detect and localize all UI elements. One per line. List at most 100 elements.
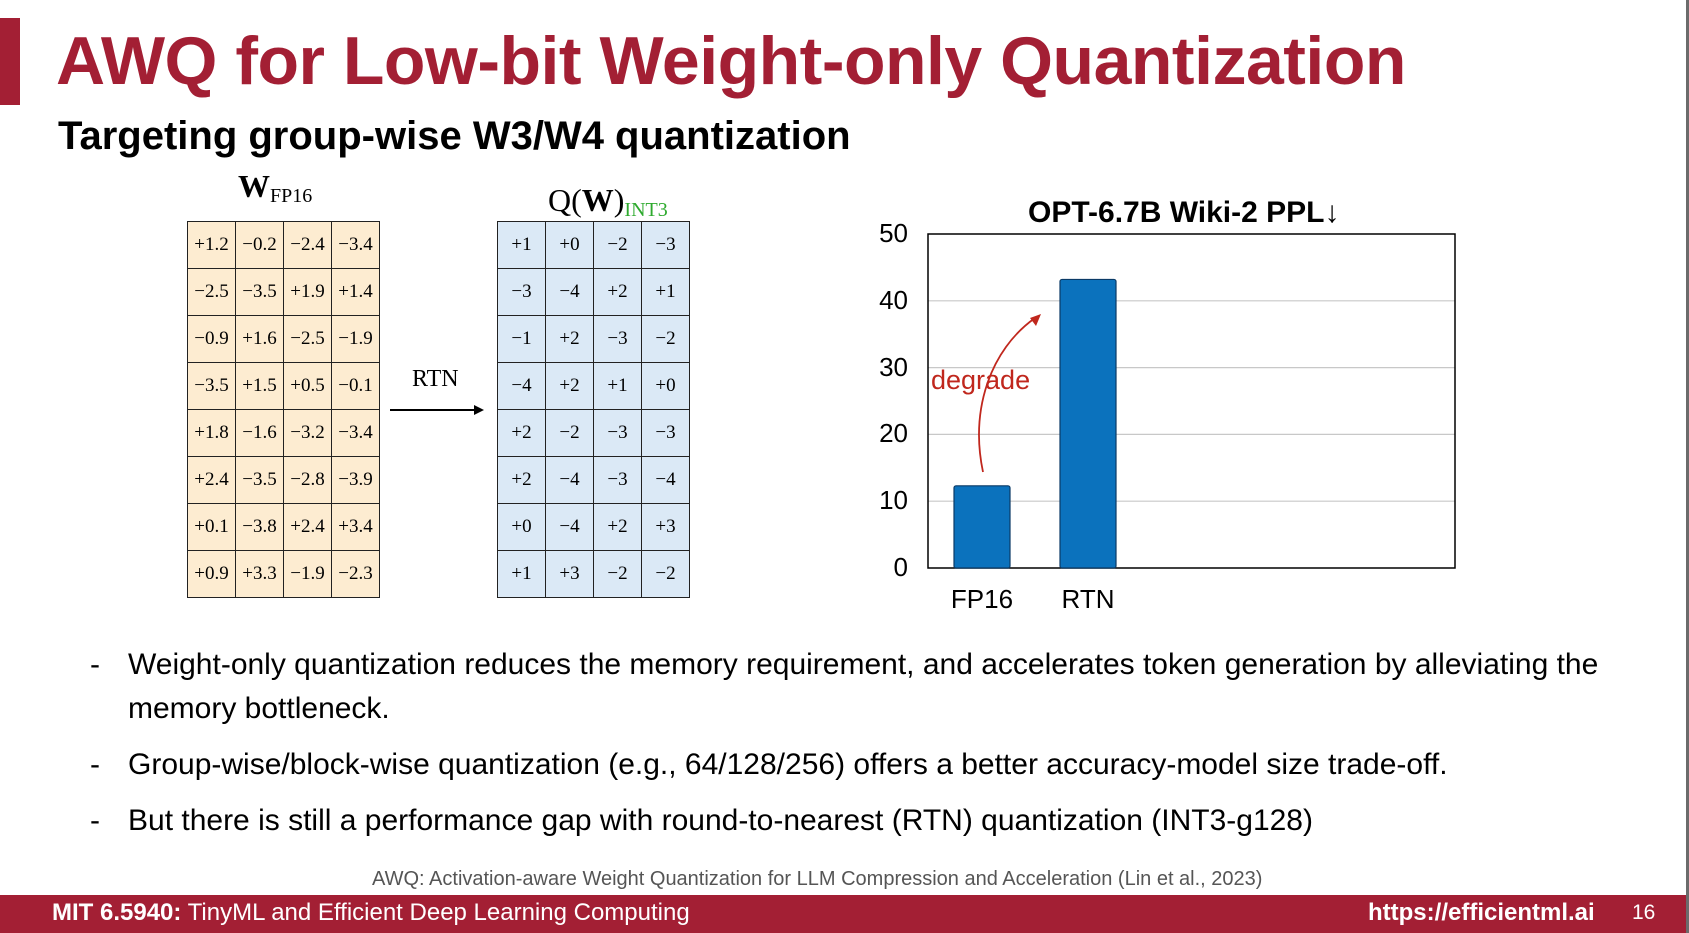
- int3-matrix-cell: +2: [593, 268, 642, 316]
- int3-matrix-subscript: INT3: [624, 199, 668, 221]
- rtn-arrow-label: RTN: [412, 366, 459, 392]
- int3-matrix-cell: −3: [641, 409, 690, 457]
- int3-matrix-title: Q(W)INT3: [548, 182, 668, 221]
- fp16-matrix-title: WFP16: [238, 168, 313, 207]
- fp16-matrix-symbol: W: [238, 168, 270, 204]
- int3-matrix-cell: −4: [641, 456, 690, 504]
- int3-matrix-cell: −2: [593, 221, 642, 269]
- fp16-matrix-cell: −0.1: [331, 362, 380, 410]
- footer-course-code: MIT 6.5940:: [52, 899, 182, 926]
- fp16-matrix-cell: +1.6: [235, 315, 284, 363]
- int3-matrix-row: −1 +2 −3 −2: [497, 315, 690, 363]
- chart-y-tick-label: 0: [893, 552, 908, 582]
- bullet-dash: -: [90, 748, 100, 781]
- fp16-matrix-cell: +0.9: [187, 550, 236, 598]
- footer-course-name: TinyML and Efficient Deep Learning Compu…: [181, 899, 690, 926]
- int3-matrix-row: +0 −4 +2 +3: [497, 503, 690, 551]
- chart-bar-fp16: [953, 485, 1011, 569]
- fp16-matrix-cell: +1.4: [331, 268, 380, 316]
- fp16-matrix-row: +1.2 −0.2 −2.4 −3.4: [187, 221, 380, 269]
- fp16-matrix-cell: −0.2: [235, 221, 284, 269]
- fp16-matrix-cell: −3.9: [331, 456, 380, 504]
- int3-matrix-cell: −2: [593, 550, 642, 598]
- fp16-weight-matrix: +1.2 −0.2 −2.4 −3.4 −2.5 −3.5 +1.9 +1.4 −0.9 +1.6…: [187, 221, 380, 598]
- int3-matrix-cell: −3: [593, 315, 642, 363]
- fp16-matrix-cell: −3.8: [235, 503, 284, 551]
- chart-y-tick-label: 50: [879, 218, 908, 248]
- int3-quantized-matrix: +1 +0 −2 −3 −3 −4 +2 +1 −1 +2 −3 −2 −4 +2 +1 +0 +2 −2 −3 −3…: [497, 221, 690, 598]
- int3-matrix-row: +1 +3 −2 −2: [497, 550, 690, 598]
- chart-y-tick-label: 30: [879, 351, 908, 382]
- slide-right-border: [1686, 0, 1689, 933]
- int3-matrix-row: −3 −4 +2 +1: [497, 268, 690, 316]
- int3-matrix-cell: −4: [545, 268, 594, 316]
- fp16-matrix-row: +0.1 −3.8 +2.4 +3.4: [187, 503, 380, 551]
- fp16-matrix-cell: +1.8: [187, 409, 236, 457]
- fp16-matrix-row: −2.5 −3.5 +1.9 +1.4: [187, 268, 380, 316]
- fp16-matrix-cell: −0.9: [187, 315, 236, 363]
- fp16-matrix-cell: −1.9: [283, 550, 332, 598]
- chart-y-tick-label: 20: [879, 418, 908, 449]
- slide-title: AWQ for Low-bit Weight-only Quantization: [56, 23, 1406, 99]
- bullet-text: Group-wise/block-wise quantization (e.g.…: [128, 748, 1448, 781]
- fp16-matrix-cell: +3.4: [331, 503, 380, 551]
- bullet-dash: -: [90, 804, 100, 837]
- int3-matrix-cell: −2: [641, 550, 690, 598]
- int3-matrix-prefix: Q(: [548, 182, 582, 218]
- int3-matrix-row: +1 +0 −2 −3: [497, 221, 690, 269]
- int3-matrix-suffix: ): [613, 182, 625, 218]
- chart-x-tick-label: RTN: [1061, 584, 1115, 614]
- fp16-matrix-cell: −2.8: [283, 456, 332, 504]
- degrade-arrow: [978, 317, 1036, 473]
- fp16-matrix-cell: −2.5: [187, 268, 236, 316]
- int3-matrix-cell: +3: [545, 550, 594, 598]
- bullet-text: Weight-only quantization reduces the mem…: [128, 648, 1599, 725]
- page-number: 16: [1632, 901, 1656, 924]
- rtn-arrow: [390, 405, 484, 415]
- fp16-matrix-cell: −3.5: [187, 362, 236, 410]
- fp16-matrix-row: +1.8 −1.6 −3.2 −3.4: [187, 409, 380, 457]
- bullet-item: - Weight-only quantization reduces the me…: [90, 643, 1650, 731]
- fp16-matrix-cell: −2.5: [283, 315, 332, 363]
- degrade-annotation: degrade: [931, 365, 1031, 395]
- int3-matrix-cell: +3: [641, 503, 690, 551]
- bullet-text: But there is still a performance gap wit…: [128, 804, 1313, 837]
- int3-matrix-cell: +0: [545, 221, 594, 269]
- fp16-matrix-cell: −3.5: [235, 268, 284, 316]
- fp16-matrix-cell: +1.5: [235, 362, 284, 410]
- slide-subtitle: Targeting group-wise W3/W4 quantization: [58, 114, 851, 158]
- chart-y-tick-label: 40: [879, 284, 908, 315]
- int3-matrix-cell: +1: [497, 221, 546, 269]
- fp16-matrix-cell: +3.3: [235, 550, 284, 598]
- bullet-list: - Weight-only quantization reduces the me…: [90, 643, 1650, 855]
- fp16-matrix-cell: −3.4: [331, 409, 380, 457]
- bullet-item: - But there is still a performance gap wi…: [90, 799, 1650, 843]
- fp16-matrix-cell: −3.4: [331, 221, 380, 269]
- fp16-matrix-cell: −2.4: [283, 221, 332, 269]
- chart-bar-rtn: [1059, 278, 1117, 569]
- fp16-matrix-cell: +0.1: [187, 503, 236, 551]
- int3-matrix-symbol: W: [581, 182, 614, 218]
- chart-plot-frame: [927, 233, 1456, 569]
- fp16-matrix-row: +2.4 −3.5 −2.8 −3.9: [187, 456, 380, 504]
- title-accent-bar: [0, 18, 20, 105]
- footer-course: MIT 6.5940: TinyML and Efficient Deep Le…: [52, 899, 690, 927]
- footer-url-link[interactable]: https://efficientml.ai: [1368, 899, 1595, 926]
- degrade-arrowhead: [1030, 314, 1041, 326]
- fp16-matrix-row: +0.9 +3.3 −1.9 −2.3: [187, 550, 380, 598]
- int3-matrix-cell: +2: [545, 315, 594, 363]
- citation: AWQ: Activation-aware Weight Quantizatio…: [372, 868, 1263, 890]
- fp16-matrix-row: −3.5 +1.5 +0.5 −0.1: [187, 362, 380, 410]
- int3-matrix-cell: −4: [545, 503, 594, 551]
- fp16-matrix-cell: +1.2: [187, 221, 236, 269]
- int3-matrix-cell: −2: [641, 315, 690, 363]
- int3-matrix-cell: +2: [497, 456, 546, 504]
- int3-matrix-row: −4 +2 +1 +0: [497, 362, 690, 410]
- fp16-matrix-cell: −1.9: [331, 315, 380, 363]
- chart-x-tick-label: FP16: [950, 584, 1014, 614]
- fp16-matrix-row: −0.9 +1.6 −2.5 −1.9: [187, 315, 380, 363]
- fp16-matrix-subscript: FP16: [270, 185, 313, 207]
- chart-title: OPT-6.7B Wiki-2 PPL↓: [1028, 196, 1340, 229]
